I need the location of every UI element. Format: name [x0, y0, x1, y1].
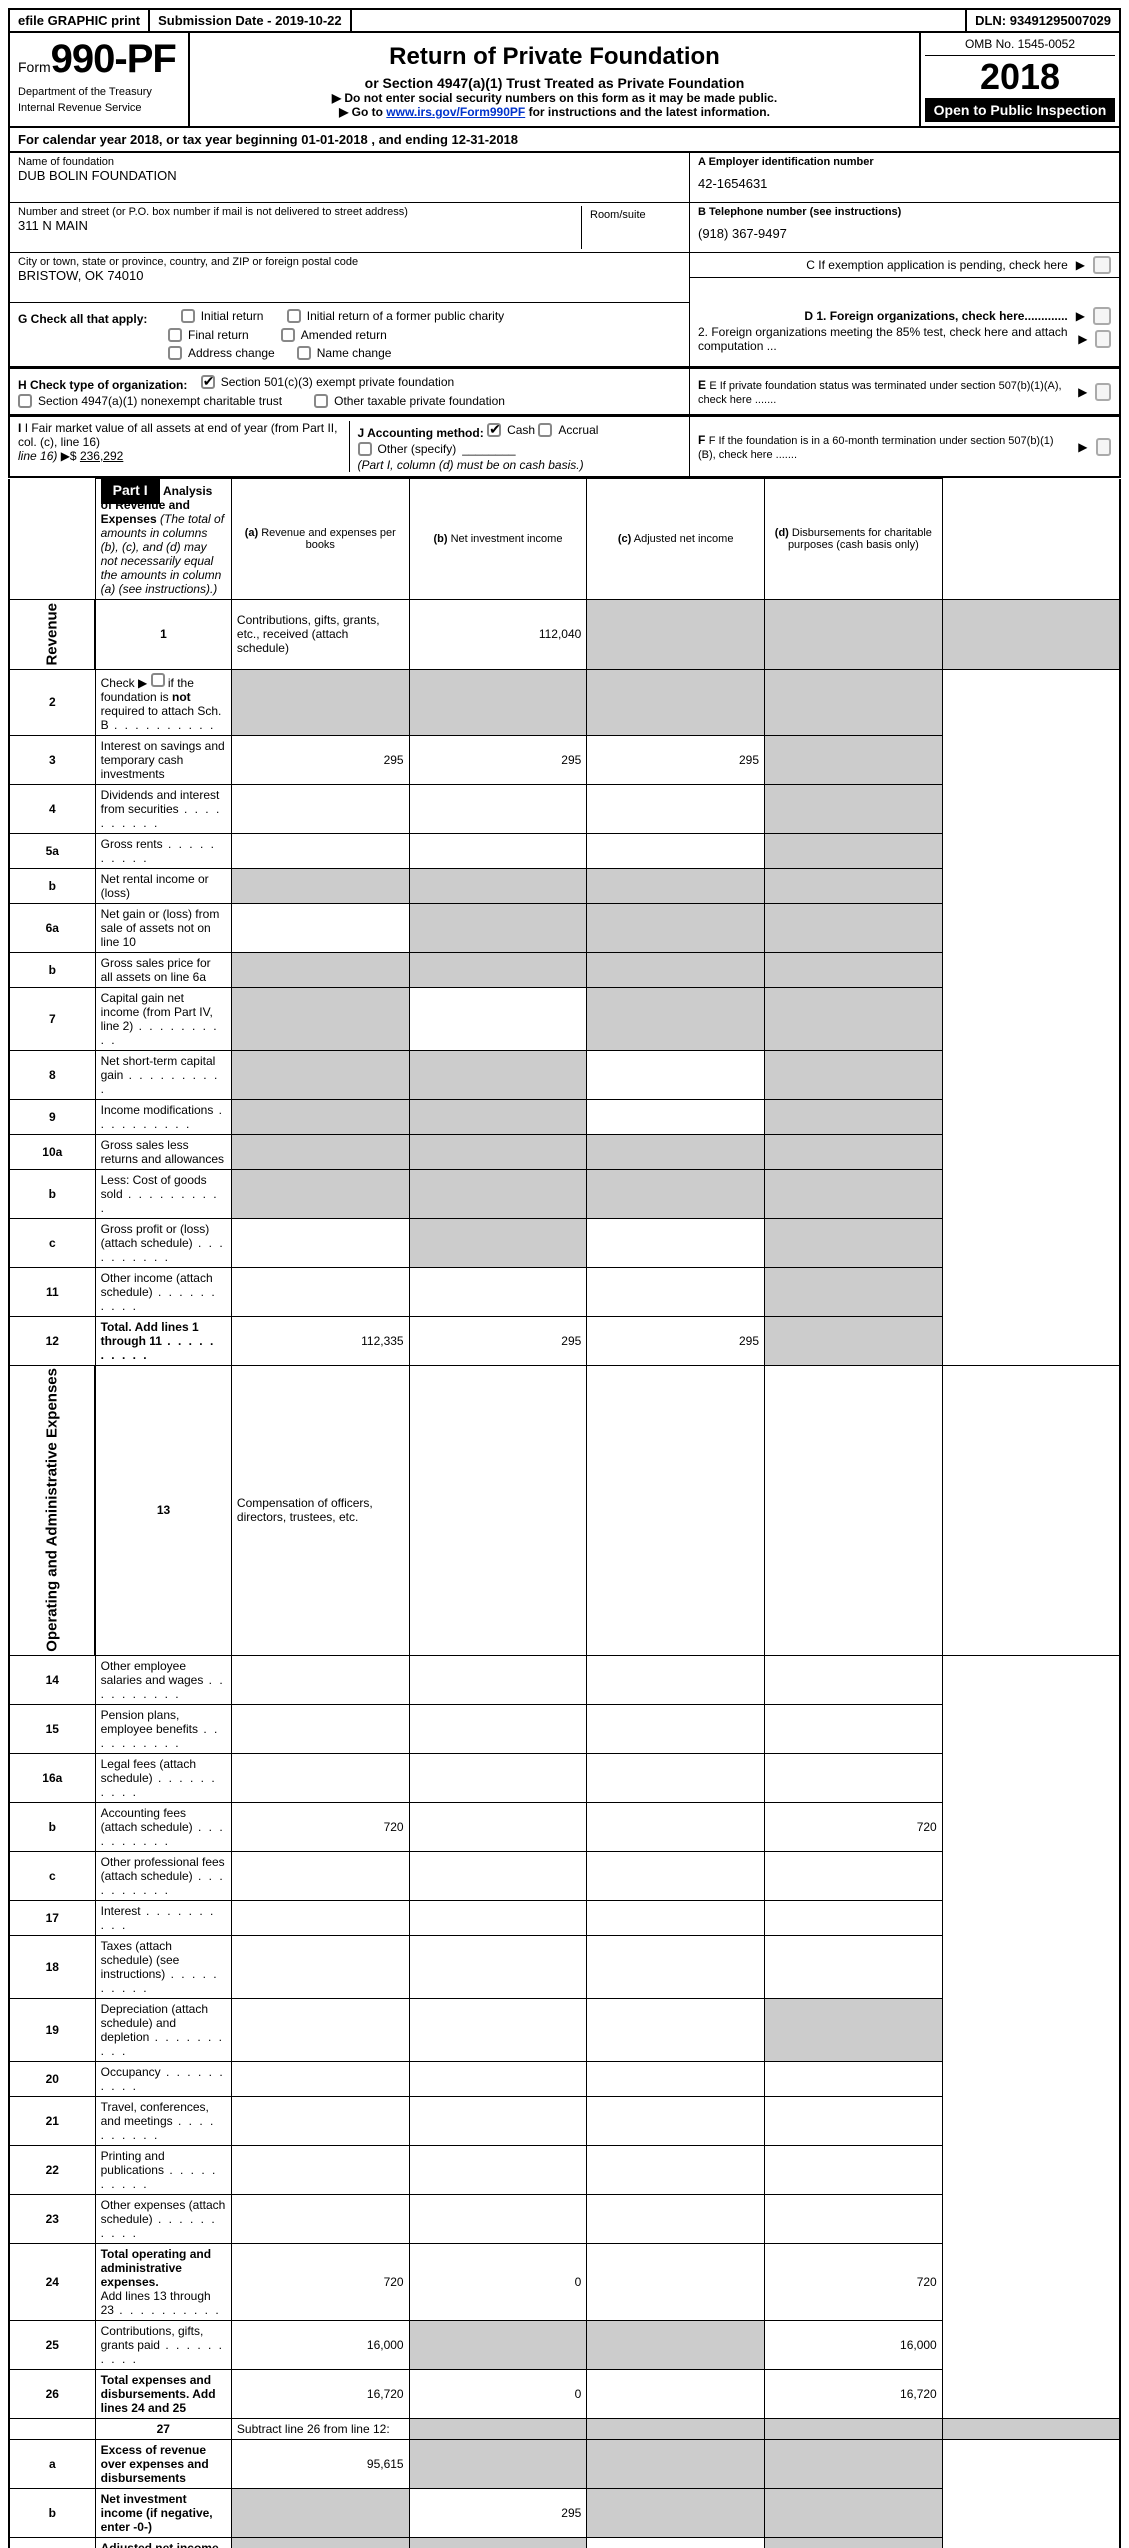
dln: DLN: 93491295007029 — [967, 10, 1119, 31]
form-header: Form 990-PF Department of the Treasury I… — [8, 33, 1121, 128]
submission-date: Submission Date - 2019-10-22 — [150, 10, 352, 31]
form-word: Form — [18, 59, 51, 75]
omb-number: OMB No. 1545-0052 — [925, 37, 1115, 56]
filer-info: Name of foundation DUB BOLIN FOUNDATION … — [8, 153, 1121, 303]
instr-link: ▶ Go to www.irs.gov/Form990PF for instru… — [198, 105, 911, 119]
instr-ssn: ▶ Do not enter social security numbers o… — [198, 91, 911, 105]
open-public: Open to Public Inspection — [925, 98, 1115, 122]
checkbox-initial-former[interactable] — [287, 309, 301, 323]
tax-year: 2018 — [925, 56, 1115, 98]
col-d-header: (d) Disbursements for charitable purpose… — [765, 479, 943, 600]
revenue-label: Revenue — [9, 600, 95, 670]
checkbox-e[interactable] — [1095, 383, 1111, 401]
part1-table: Part I Analysis of Revenue and Expenses … — [8, 478, 1121, 2548]
checkbox-other-method[interactable] — [358, 442, 372, 456]
checkbox-4947[interactable] — [18, 394, 32, 408]
exemption-pending: C If exemption application is pending, c… — [690, 253, 1119, 278]
calendar-year: For calendar year 2018, or tax year begi… — [8, 128, 1121, 153]
ein-cell: A Employer identification number 42-1654… — [690, 153, 1119, 203]
col-c-header: (c) Adjusted net income — [587, 479, 765, 600]
irs: Internal Revenue Service — [18, 102, 180, 114]
dept-treasury: Department of the Treasury — [18, 86, 180, 98]
checkbox-amended[interactable] — [281, 328, 295, 342]
foundation-name-cell: Name of foundation DUB BOLIN FOUNDATION — [10, 153, 689, 203]
form-title: Return of Private Foundation — [198, 43, 911, 71]
top-bar: efile GRAPHIC print Submission Date - 20… — [8, 8, 1121, 33]
irs-link[interactable]: www.irs.gov/Form990PF — [386, 105, 525, 119]
section-ij: I I Fair market value of all assets at e… — [8, 416, 1121, 478]
checkbox-schb[interactable] — [151, 673, 165, 687]
checkbox-501c3[interactable] — [201, 375, 215, 389]
checkbox-d2[interactable] — [1095, 330, 1111, 348]
checkbox-accrual[interactable] — [538, 423, 552, 437]
phone-cell: B Telephone number (see instructions) (9… — [690, 203, 1119, 253]
section-h: H Check type of organization: Section 50… — [8, 368, 1121, 416]
city-state-cell: City or town, state or province, country… — [10, 253, 689, 303]
col-b-header: (b) Net investment income — [409, 479, 587, 600]
checkbox-address[interactable] — [168, 346, 182, 360]
checkbox-name[interactable] — [297, 346, 311, 360]
fmv-value: 236,292 — [80, 449, 123, 463]
checkbox-d1[interactable] — [1093, 307, 1111, 325]
checkbox-initial[interactable] — [181, 309, 195, 323]
expenses-label: Operating and Administrative Expenses — [9, 1365, 95, 1656]
form-subtitle: or Section 4947(a)(1) Trust Treated as P… — [198, 75, 911, 91]
checkbox-final[interactable] — [168, 328, 182, 342]
checkbox-f[interactable] — [1096, 438, 1111, 456]
street-address-cell: Number and street (or P.O. box number if… — [18, 206, 581, 249]
checkbox-cash[interactable] — [487, 423, 501, 437]
checkbox-c[interactable] — [1093, 256, 1111, 274]
form-number: 990-PF — [51, 37, 176, 82]
col-a-header: (a) Revenue and expenses per books — [231, 479, 409, 600]
room-suite-cell: Room/suite — [581, 206, 681, 249]
checkbox-other-taxable[interactable] — [314, 394, 328, 408]
efile-label: efile GRAPHIC print — [10, 10, 150, 31]
section-g: G Check all that apply: Initial return I… — [8, 303, 1121, 368]
